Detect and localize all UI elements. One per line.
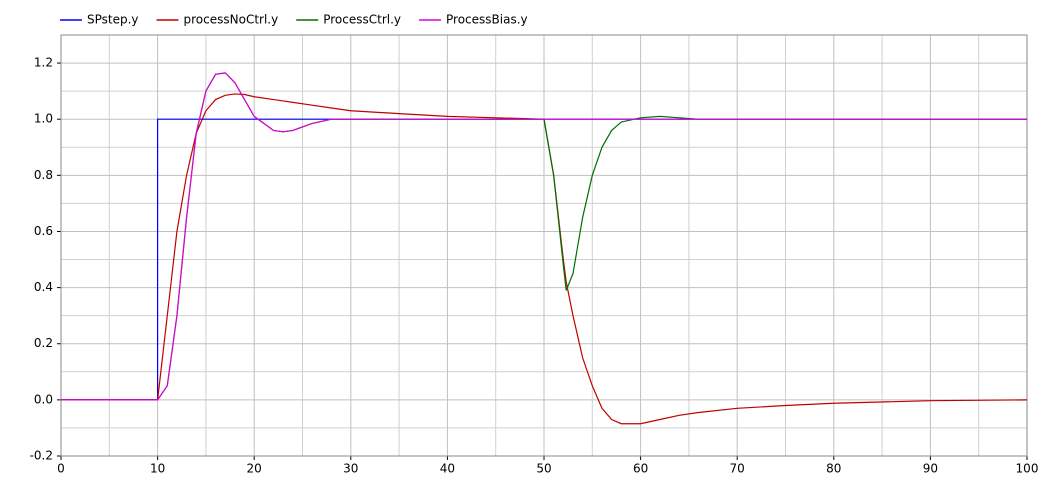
x-tick-label: 90 bbox=[923, 462, 938, 476]
x-tick-label: 80 bbox=[826, 462, 841, 476]
y-tick-label: 0.8 bbox=[34, 168, 53, 182]
legend-label: ProcessCtrl.y bbox=[323, 13, 401, 27]
y-tick-label: 0.2 bbox=[34, 336, 53, 350]
x-tick-label: 20 bbox=[247, 462, 262, 476]
x-tick-label: 30 bbox=[343, 462, 358, 476]
y-tick-label: 1.2 bbox=[34, 56, 53, 70]
series-line bbox=[61, 93, 1028, 425]
y-tick-label: 0.0 bbox=[34, 392, 53, 406]
plot-frame bbox=[60, 34, 1028, 457]
legend-label: processNoCtrl.y bbox=[184, 13, 279, 27]
legend-label: ProcessBias.y bbox=[446, 13, 528, 27]
y-tick-label: 1.0 bbox=[34, 112, 53, 126]
y-tick-label: 0.4 bbox=[34, 280, 53, 294]
x-tick-label: 0 bbox=[57, 462, 65, 476]
y-tick-label: -0.2 bbox=[30, 449, 53, 463]
x-tick-label: 10 bbox=[150, 462, 165, 476]
x-tick-label: 60 bbox=[633, 462, 648, 476]
series-line bbox=[61, 72, 1027, 401]
legend-label: SPstep.y bbox=[87, 13, 139, 27]
x-tick-label: 100 bbox=[1016, 462, 1039, 476]
x-tick-label: 40 bbox=[440, 462, 455, 476]
x-tick-label: 70 bbox=[730, 462, 745, 476]
y-tick-label: 0.6 bbox=[34, 224, 53, 238]
x-tick-label: 50 bbox=[536, 462, 551, 476]
